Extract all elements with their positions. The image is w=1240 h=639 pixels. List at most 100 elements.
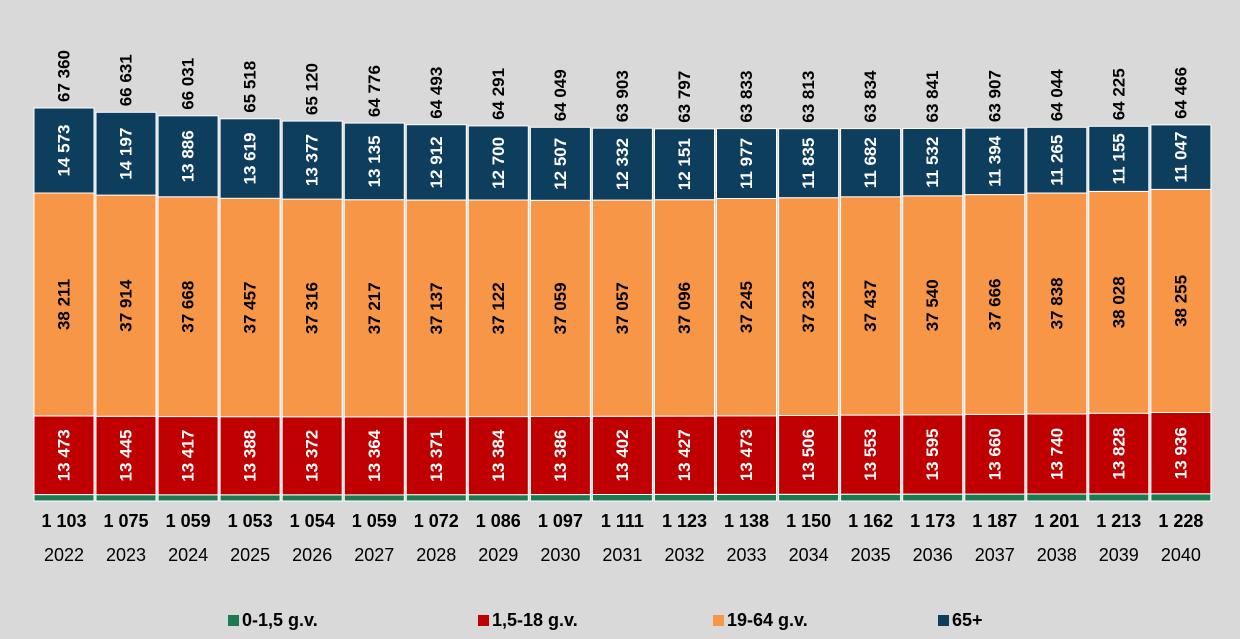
legend-swatch: [938, 615, 949, 626]
x-tick-label: 2032: [664, 545, 704, 565]
segment-value-label: 13 364: [365, 429, 384, 482]
x-tick-label: 2040: [1161, 545, 1201, 565]
segment-value-label: 37 838: [1047, 277, 1066, 329]
segment-value-label: 13 388: [241, 430, 260, 482]
bottom-series-value-label: 1 187: [972, 511, 1017, 531]
bar-segment-2027-series-0: [343, 494, 405, 502]
bar-segment-2038-series-3: [1026, 126, 1088, 194]
bar-segment-2027-series-1: [343, 416, 405, 496]
segment-value-label: 37 057: [613, 282, 632, 334]
bar-segment-2029-series-1: [467, 416, 529, 496]
bar-segment-2027-series-2: [343, 199, 405, 418]
total-value-label: 63 833: [737, 71, 756, 123]
bottom-series-value-label: 1 086: [476, 511, 521, 531]
x-tick-label: 2028: [416, 545, 456, 565]
bar-segment-2030-series-3: [529, 126, 591, 201]
total-value-label: 63 841: [923, 71, 942, 123]
x-tick-label: 2026: [292, 545, 332, 565]
segment-value-label: 13 828: [1109, 428, 1128, 480]
bottom-series-value-label: 1 123: [662, 511, 707, 531]
bar-segment-2031-series-1: [591, 415, 653, 495]
bar-segment-2039-series-3: [1088, 125, 1150, 192]
bar-segment-2028-series-3: [405, 124, 467, 201]
segment-value-label: 11 047: [1171, 132, 1190, 183]
bar-segment-2022-series-2: [33, 192, 95, 417]
segment-value-label: 37 122: [489, 282, 508, 334]
segment-value-label: 13 473: [737, 429, 756, 481]
segment-value-label: 37 540: [923, 279, 942, 331]
bottom-series-value-label: 1 162: [848, 511, 893, 531]
legend-label: 1,5-18 g.v.: [492, 610, 578, 630]
segment-value-label: 37 316: [303, 282, 322, 334]
bottom-series-value-label: 1 103: [41, 511, 86, 531]
bottom-series-value-label: 1 173: [910, 511, 955, 531]
bar-segment-2026-series-0: [281, 494, 343, 502]
x-tick-label: 2038: [1037, 545, 1077, 565]
bar-segment-2037-series-2: [964, 194, 1026, 415]
bar-segment-2037-series-3: [964, 127, 1026, 196]
bar-segment-2026-series-2: [281, 198, 343, 418]
bar-segment-2039-series-1: [1088, 412, 1150, 495]
bottom-series-value-label: 1 228: [1158, 511, 1203, 531]
bar-segment-2040-series-1: [1150, 412, 1212, 495]
bar-segment-2023-series-0: [95, 494, 157, 502]
bar-segment-2032-series-0: [654, 493, 715, 502]
x-tick-label: 2022: [44, 545, 84, 565]
bar-segment-2031-series-2: [591, 199, 653, 417]
legend-item: 1,5-18 g.v.: [478, 610, 578, 630]
segment-value-label: 13 135: [365, 135, 384, 187]
bar-segment-2023-series-2: [95, 194, 157, 417]
legend-swatch: [478, 615, 489, 626]
segment-value-label: 13 936: [1171, 427, 1190, 479]
bottom-series-value-label: 1 097: [538, 511, 583, 531]
legend-item: 19-64 g.v.: [713, 610, 808, 630]
bar-segment-2030-series-2: [529, 199, 591, 417]
segment-value-label: 37 137: [427, 282, 446, 334]
segment-value-label: 13 384: [489, 429, 508, 482]
bottom-series-value-label: 1 111: [601, 511, 644, 531]
bar-segment-2029-series-0: [467, 494, 529, 502]
bar-segment-2029-series-3: [467, 125, 529, 201]
segment-value-label: 13 595: [923, 429, 942, 481]
segment-value-label: 37 457: [241, 282, 260, 334]
bar-segment-2034-series-3: [778, 128, 840, 199]
bar-segment-2040-series-3: [1150, 124, 1212, 190]
bottom-series-value-label: 1 059: [352, 511, 397, 531]
segment-value-label: 13 660: [985, 428, 1004, 480]
segment-value-label: 13 553: [861, 429, 880, 481]
segment-value-label: 12 700: [489, 137, 508, 189]
bar-segment-2034-series-1: [778, 415, 840, 495]
bar-segment-2034-series-0: [778, 493, 840, 502]
total-value-label: 64 225: [1109, 68, 1128, 120]
total-value-label: 63 834: [861, 70, 880, 123]
x-tick-label: 2033: [726, 545, 766, 565]
legend-label: 65+: [952, 610, 983, 630]
segment-value-label: 12 507: [551, 138, 570, 190]
segment-value-label: 37 914: [117, 279, 136, 332]
segment-value-label: 37 096: [675, 282, 694, 334]
bar-segment-2026-series-1: [281, 416, 343, 496]
total-value-label: 66 031: [179, 58, 198, 110]
total-value-label: 66 631: [117, 54, 136, 106]
total-value-label: 63 903: [613, 70, 632, 122]
x-tick-label: 2039: [1099, 545, 1139, 565]
bar-segment-2027-series-3: [343, 122, 405, 201]
segment-value-label: 13 372: [303, 430, 322, 482]
segment-value-label: 37 666: [985, 279, 1004, 331]
bar-segment-2036-series-0: [902, 493, 964, 502]
bar-segment-2035-series-1: [840, 414, 902, 495]
bar-segment-2028-series-0: [405, 494, 467, 502]
bottom-series-value-label: 1 072: [414, 511, 459, 531]
total-value-label: 64 049: [551, 69, 570, 121]
bar-segment-2035-series-0: [840, 493, 902, 502]
segment-value-label: 13 473: [55, 429, 74, 481]
total-value-label: 65 120: [303, 63, 322, 115]
segment-value-label: 37 323: [799, 281, 818, 333]
legend-item: 65+: [938, 610, 983, 630]
segment-value-label: 38 255: [1171, 275, 1190, 327]
x-tick-label: 2025: [230, 545, 270, 565]
segment-value-label: 11 682: [861, 137, 880, 188]
segment-value-label: 13 740: [1047, 428, 1066, 480]
bar-segment-2025-series-1: [219, 416, 281, 496]
segment-value-label: 37 245: [737, 281, 756, 333]
